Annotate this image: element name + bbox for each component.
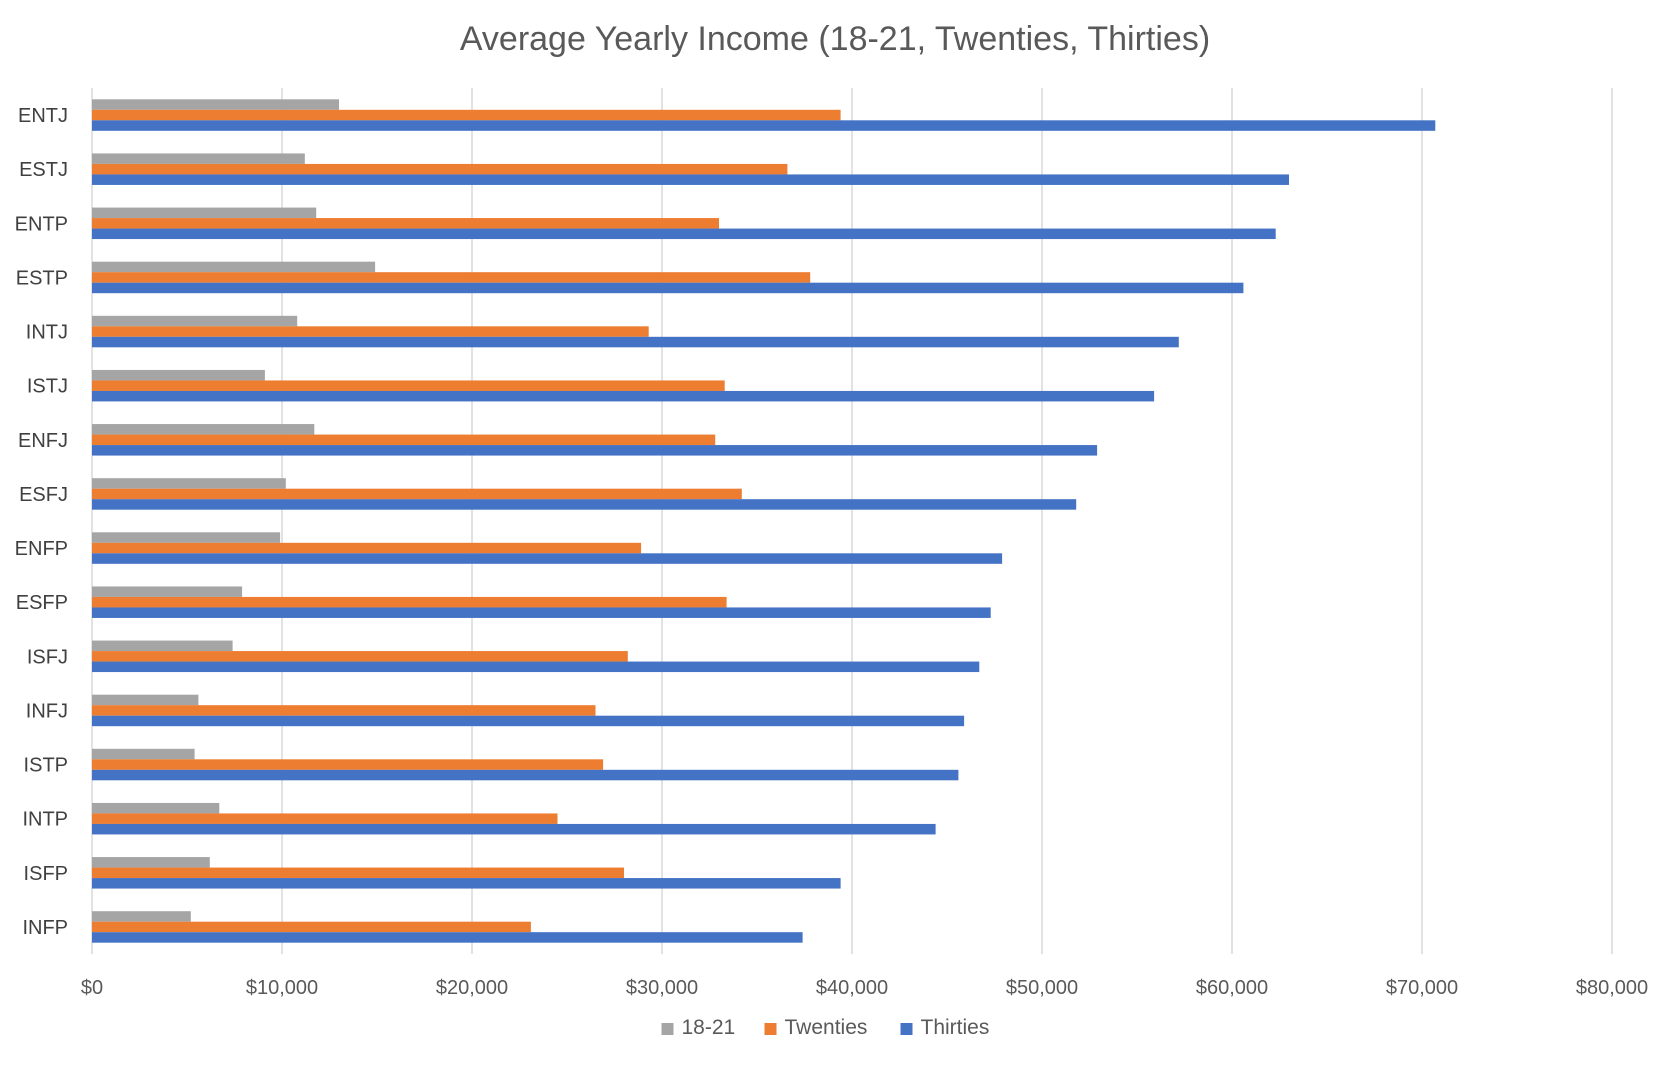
x-tick-label: $40,000: [816, 977, 888, 999]
category-label: INTP: [22, 809, 68, 831]
bar-18-21-intj: [92, 315, 298, 327]
bar-18-21-intp: [92, 802, 220, 814]
chart-title: Average Yearly Income (18-21, Twenties, …: [460, 20, 1210, 58]
bar-twenties-intp: [92, 813, 558, 824]
category-label: ISFJ: [27, 646, 68, 668]
x-tick-label: $50,000: [1006, 977, 1078, 999]
category-label: INFP: [22, 917, 68, 939]
legend-label: Thirties: [921, 1016, 990, 1039]
category-label: ENTJ: [18, 105, 68, 127]
x-tick-label: $0: [81, 977, 103, 999]
bar-thirties-intj: [92, 336, 1179, 348]
category-label: ENFJ: [18, 430, 68, 452]
bar-twenties-estj: [92, 163, 788, 175]
bar-twenties-infp: [92, 921, 531, 933]
bar-twenties-enfp: [92, 542, 642, 554]
bar-18-21-isfp: [92, 857, 210, 868]
bar-twenties-isfj: [92, 651, 628, 662]
bar-18-21-estp: [92, 261, 376, 273]
bar-thirties-enfj: [92, 445, 1098, 456]
bar-twenties-esfj: [92, 488, 742, 500]
category-axis: ENTJ ESTJ ENTP ESTP INTJ ISTJ ENFJ ESFJ ENFP ESFP…: [15, 105, 68, 939]
value-axis: $0 $10,000 $20,000 $30,000 $40,000 $50,000 $60…: [81, 977, 1648, 999]
bar-twenties-istp: [92, 759, 604, 770]
x-tick-label: $70,000: [1386, 977, 1458, 999]
category-label: ISFP: [24, 863, 68, 885]
legend-swatch: [661, 1023, 674, 1035]
bar-18-21-isfj: [92, 640, 233, 652]
x-tick-label: $10,000: [246, 977, 318, 999]
bar-18-21-estj: [92, 153, 305, 164]
bar-thirties-esfj: [92, 499, 1077, 510]
bar-18-21-entp: [92, 207, 317, 219]
bar-twenties-istj: [92, 380, 725, 391]
bar-twenties-enfj: [92, 434, 716, 446]
legend-swatch: [900, 1023, 913, 1035]
bar-18-21-enfp: [92, 532, 281, 543]
category-label: INFJ: [26, 700, 68, 722]
category-label: INTJ: [26, 322, 68, 344]
bar-thirties-estp: [92, 282, 1244, 294]
bar-thirties-enfp: [92, 553, 1003, 564]
bar-twenties-isfp: [92, 867, 624, 879]
category-label: ESFP: [16, 592, 68, 614]
bar-thirties-istp: [92, 769, 959, 781]
bar-thirties-isfj: [92, 661, 980, 673]
bar-twenties-esfp: [92, 596, 727, 608]
bar-thirties-infj: [92, 715, 965, 727]
x-tick-label: $30,000: [626, 977, 698, 999]
bar-18-21-istj: [92, 369, 265, 381]
bar-thirties-intp: [92, 823, 936, 835]
bar-thirties-esfp: [92, 607, 991, 618]
bar-twenties-estp: [92, 272, 811, 283]
x-tick-label: $80,000: [1576, 977, 1648, 999]
category-label: ISTP: [24, 755, 68, 777]
x-tick-label: $20,000: [436, 977, 508, 999]
bar-twenties-infj: [92, 705, 596, 716]
category-label: ISTJ: [27, 376, 68, 398]
bars: [92, 99, 1436, 943]
bar-twenties-intj: [92, 326, 649, 337]
bar-thirties-isfp: [92, 878, 841, 889]
category-label: ENTP: [15, 213, 68, 235]
category-label: ENFP: [15, 538, 68, 560]
legend-swatch: [764, 1023, 777, 1035]
bar-18-21-esfj: [92, 478, 286, 489]
bar-thirties-istj: [92, 390, 1155, 402]
legend: 18-21 Twenties Thirties: [661, 1016, 990, 1039]
bar-twenties-entj: [92, 109, 841, 121]
bar-thirties-estj: [92, 174, 1289, 185]
bar-18-21-esfp: [92, 586, 243, 597]
bar-18-21-enfj: [92, 424, 315, 435]
bar-thirties-infp: [92, 932, 803, 943]
legend-label: 18-21: [682, 1016, 736, 1039]
bar-18-21-istp: [92, 748, 195, 760]
category-label: ESFJ: [19, 484, 68, 506]
bar-thirties-entj: [92, 120, 1436, 131]
bar-18-21-infp: [92, 911, 191, 922]
category-label: ESTJ: [19, 159, 68, 181]
x-tick-label: $60,000: [1196, 977, 1268, 999]
bar-twenties-entp: [92, 218, 719, 229]
bar-18-21-entj: [92, 99, 339, 110]
legend-label: Twenties: [785, 1016, 868, 1039]
bar-thirties-entp: [92, 228, 1276, 240]
bar-18-21-infj: [92, 694, 199, 706]
category-label: ESTP: [16, 267, 68, 289]
